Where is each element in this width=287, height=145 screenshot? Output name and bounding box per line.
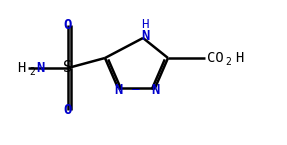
Text: O: O <box>64 18 72 32</box>
Text: H: H <box>18 61 26 75</box>
Text: S: S <box>63 60 73 76</box>
Text: N: N <box>151 83 159 97</box>
Text: H: H <box>141 19 149 31</box>
Text: 2: 2 <box>225 57 231 67</box>
Text: O: O <box>64 103 72 117</box>
Text: 2: 2 <box>29 67 35 77</box>
Text: CO: CO <box>207 51 224 65</box>
Text: —: — <box>132 84 140 97</box>
Text: N: N <box>141 29 149 43</box>
Text: H: H <box>235 51 243 65</box>
Text: N: N <box>114 83 122 97</box>
Text: N: N <box>36 61 44 75</box>
